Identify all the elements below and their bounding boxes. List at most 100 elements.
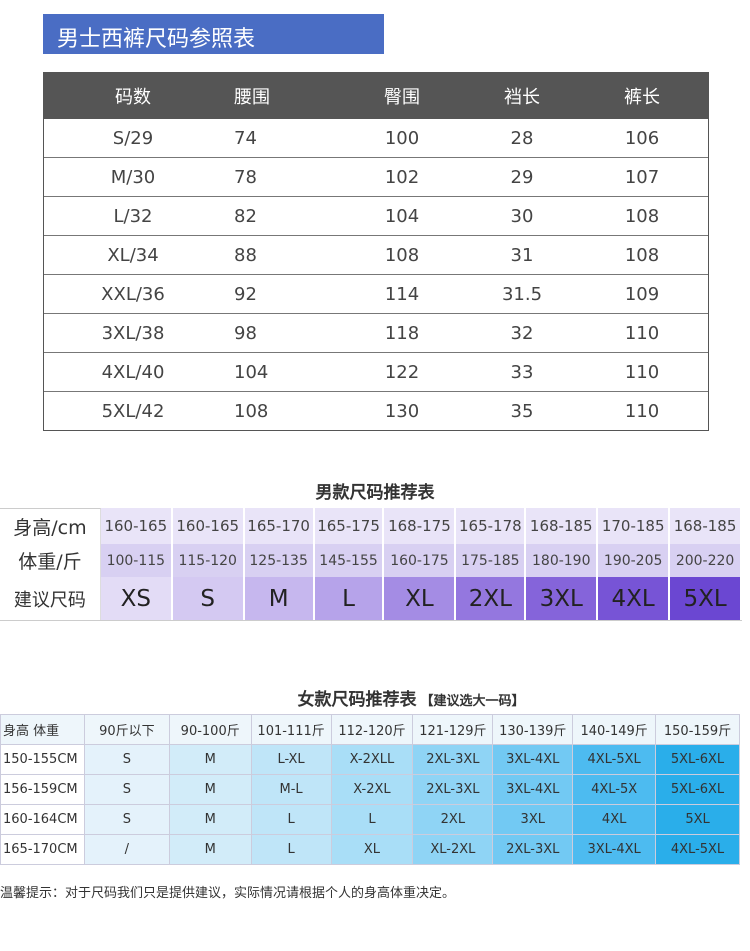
- weight-header-cell: 101-111斤: [250, 714, 332, 745]
- table-row: 150-155CM S M L-XL X-2XLL 2XL-3XL 3XL-4XL 4XL-5…: [0, 744, 740, 775]
- recommended-size-cell: XL: [330, 834, 414, 865]
- table-row: 4XL/40 104 122 33 110: [44, 352, 708, 391]
- header-hip: 臀围: [384, 87, 420, 108]
- table-cell: 92: [234, 283, 257, 305]
- table-cell: 130: [384, 400, 420, 422]
- recommended-size-cell: 2XL-3XL: [412, 774, 494, 805]
- header-length: 裤长: [624, 87, 660, 108]
- table-cell: 31: [510, 244, 534, 266]
- recommended-size-cell: 5XL-6XL: [655, 744, 740, 775]
- table-cell: 108: [624, 244, 660, 266]
- recommended-size-cell: 4XL: [572, 804, 657, 835]
- table-cell: M/30: [110, 166, 156, 188]
- table-row: XXL/36 92 114 31.5 109: [44, 274, 708, 313]
- pants-table-header: 码数 腰围 臀围 裆长 裤长: [44, 73, 708, 119]
- height-label: 身高/cm: [0, 508, 101, 544]
- header-size: 码数: [115, 87, 151, 108]
- weight-range-cell: 175-185: [456, 544, 527, 577]
- table-cell: 5XL/42: [101, 400, 165, 422]
- height-range-cell: 165-170CM: [0, 834, 85, 865]
- table-cell: 104: [384, 205, 420, 227]
- women-title-subtitle: 【建议选大一码】: [420, 694, 525, 709]
- weight-label: 体重/斤: [0, 544, 101, 577]
- height-range-cell: 160-165: [100, 508, 173, 544]
- table-row: 160-164CM S M L L 2XL 3XL 4XL 5XL: [0, 804, 740, 835]
- recommended-size-cell: XS: [100, 577, 173, 620]
- height-range-cell: 150-155CM: [0, 744, 85, 775]
- recommended-size-cell: 2XL: [412, 804, 494, 835]
- weight-range-cell: 145-155: [314, 544, 385, 577]
- recommended-size-cell: 5XL: [655, 804, 740, 835]
- recommended-size-cell: L: [330, 804, 414, 835]
- recommended-size-cell: 3XL: [492, 804, 574, 835]
- weight-header-cell: 140-149斤: [572, 714, 657, 745]
- weight-header-cell: 130-139斤: [492, 714, 574, 745]
- recommended-size-cell: 4XL-5XL: [655, 834, 740, 865]
- recommended-size-cell: M: [168, 744, 252, 775]
- men-size-table: 身高/cm 160-165 160-165 165-170 165-175 168-17…: [0, 508, 743, 621]
- table-cell: 28: [510, 127, 534, 149]
- weight-header-cell: 150-159斤: [655, 714, 740, 745]
- table-cell: 110: [624, 322, 660, 344]
- men-weight-row: 体重/斤 100-115 115-120 125-135 145-155 160-175…: [0, 544, 743, 577]
- weight-range-cell: 190-205: [598, 544, 671, 577]
- recommended-size-cell: XL-2XL: [412, 834, 494, 865]
- height-range-cell: 160-165: [172, 508, 245, 544]
- pants-size-table: 码数 腰围 臀围 裆长 裤长 S/29 74 100 28 106 M/30 78 102 29…: [43, 72, 709, 431]
- recommended-size-cell: L: [250, 834, 332, 865]
- table-cell: 88: [234, 244, 257, 266]
- table-cell: S/29: [112, 127, 154, 149]
- table-cell: 31.5: [501, 283, 543, 305]
- weight-header-cell: 112-120斤: [330, 714, 414, 745]
- recommended-size-cell: 3XL-4XL: [492, 744, 574, 775]
- table-cell: 114: [384, 283, 420, 305]
- women-size-table: 身高 体重 90斤以下 90-100斤 101-111斤 112-120斤 121-12…: [0, 714, 740, 865]
- weight-range-cell: 180-190: [526, 544, 599, 577]
- weight-range-cell: 160-175: [384, 544, 457, 577]
- recommended-size-cell: M: [244, 577, 315, 620]
- table-cell: XL/34: [107, 244, 159, 266]
- table-cell: 106: [624, 127, 660, 149]
- table-cell: 108: [384, 244, 420, 266]
- weight-range-cell: 200-220: [670, 544, 743, 577]
- recommended-size-cell: 4XL-5X: [572, 774, 657, 805]
- height-range-cell: 156-159CM: [0, 774, 85, 805]
- height-range-cell: 165-175: [314, 508, 385, 544]
- recommended-size-cell: X-2XLL: [330, 744, 414, 775]
- table-cell: 110: [624, 361, 660, 383]
- recommended-size-cell: 5XL-6XL: [655, 774, 740, 805]
- women-corner-label: 身高 体重: [0, 714, 85, 745]
- recommended-size-cell: M: [168, 834, 252, 865]
- height-range-cell: 168-185: [670, 508, 743, 544]
- table-cell: 107: [624, 166, 660, 188]
- weight-header-cell: 121-129斤: [412, 714, 494, 745]
- recommended-size-cell: 3XL-4XL: [492, 774, 574, 805]
- recommended-size-cell: 2XL-3XL: [412, 744, 494, 775]
- height-range-cell: 160-164CM: [0, 804, 85, 835]
- height-range-cell: 168-185: [526, 508, 599, 544]
- weight-range-cell: 115-120: [172, 544, 245, 577]
- table-cell: 35: [510, 400, 534, 422]
- height-range-cell: 168-175: [384, 508, 457, 544]
- recommended-size-cell: 4XL-5XL: [572, 744, 657, 775]
- table-row: L/32 82 104 30 108: [44, 196, 708, 235]
- table-cell: 102: [384, 166, 420, 188]
- table-cell: L/32: [113, 205, 153, 227]
- table-cell: 74: [234, 127, 257, 149]
- men-height-row: 身高/cm 160-165 160-165 165-170 165-175 168-17…: [0, 508, 743, 544]
- weight-header-cell: 90-100斤: [168, 714, 252, 745]
- size-advice-note: 温馨提示：对于尺码我们只是提供建议，实际情况请根据个人的身高体重决定。: [0, 886, 456, 901]
- table-cell: 109: [624, 283, 660, 305]
- weight-range-cell: 125-135: [244, 544, 315, 577]
- recommended-size-cell: L: [314, 577, 385, 620]
- height-range-cell: 170-185: [598, 508, 671, 544]
- recommended-size-cell: X-2XL: [330, 774, 414, 805]
- table-row: 5XL/42 108 130 35 110: [44, 391, 708, 430]
- table-cell: 98: [234, 322, 257, 344]
- table-cell: 4XL/40: [101, 361, 165, 383]
- table-cell: 108: [234, 400, 269, 422]
- table-cell: 82: [234, 205, 257, 227]
- table-cell: 108: [624, 205, 660, 227]
- height-range-cell: 165-170: [244, 508, 315, 544]
- women-title-text: 女款尺码推荐表: [297, 690, 417, 710]
